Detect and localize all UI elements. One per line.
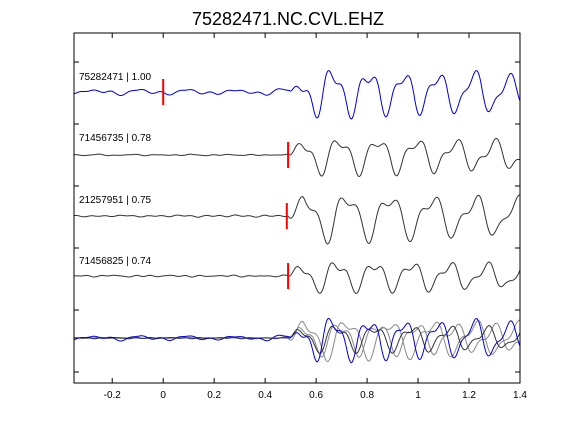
chart-title: 75282471.NC.CVL.EHZ xyxy=(192,9,384,29)
x-tick-label: 0.2 xyxy=(207,390,221,401)
trace-label-4: 71456825 | 0.74 xyxy=(79,256,152,267)
stack-line-3 xyxy=(73,325,521,354)
trace-line-1 xyxy=(73,70,521,120)
traces-layer xyxy=(73,70,521,364)
x-tick-label: 1.2 xyxy=(462,390,476,401)
trace-labels: 75282471 | 1.00 71456735 | 0.78 21257951 |… xyxy=(79,72,152,267)
trace-label-1: 75282471 | 1.00 xyxy=(79,72,152,83)
x-tick-label: -0.2 xyxy=(104,390,122,401)
trace-line-3 xyxy=(73,194,520,245)
trace-line-4 xyxy=(73,261,521,294)
stack-line-4 xyxy=(73,317,521,364)
trace-line-2 xyxy=(73,138,521,178)
trace-label-2: 71456735 | 0.78 xyxy=(79,133,152,144)
trace-label-3: 21257951 | 0.75 xyxy=(79,195,152,206)
x-tick-label: 0 xyxy=(160,390,166,401)
x-tick-label: 0.6 xyxy=(309,390,323,401)
x-tick-label: 1.4 xyxy=(513,390,527,401)
x-tick-label: 1 xyxy=(415,390,421,401)
x-tick-label: 0.4 xyxy=(258,390,272,401)
x-tick-label: 0.8 xyxy=(360,390,374,401)
plot-frame xyxy=(73,32,521,384)
axis-ticks: -0.2 0 0.2 0.4 0.6 0.8 1 1.2 1.4 xyxy=(74,33,527,401)
